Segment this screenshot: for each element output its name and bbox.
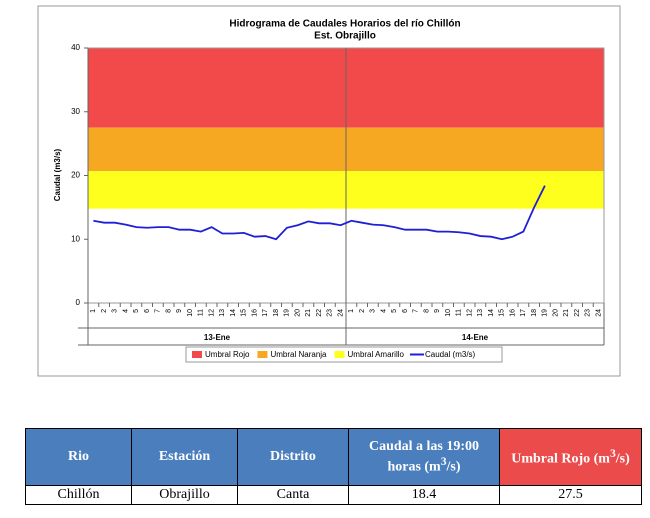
x-tick-label: 9 (176, 309, 183, 313)
header-sup: 3 (609, 446, 616, 460)
x-tick-label: 7 (413, 309, 420, 313)
header-cell: Caudal a las 19:00 horas (m3/s) (348, 428, 500, 486)
x-tick-label: 7 (155, 309, 162, 313)
x-tick-label: 24 (595, 309, 602, 317)
data-row: Chillón Obrajillo Canta 18.4 27.5 (25, 485, 642, 505)
x-tick-label: 12 (466, 309, 473, 317)
x-tick-label: 20 (294, 309, 301, 317)
data-line (93, 185, 546, 241)
header-text: /s) (615, 451, 630, 467)
chart-subtitle: Est. Obrajillo (314, 31, 376, 42)
chart-title: Hidrograma de Caudales Horarios del río … (229, 19, 460, 30)
x-tick-label: 16 (509, 309, 516, 317)
header-cell: Umbral Rojo (m3/s) (499, 428, 642, 486)
chart: Hidrograma de Caudales Horarios del río … (37, 5, 621, 377)
x-tick-label: 23 (585, 309, 592, 317)
group-label: 13-Ene (204, 333, 231, 342)
x-tick-label: 8 (165, 309, 172, 313)
x-tick-label: 10 (187, 309, 194, 317)
x-tick-label: 11 (456, 309, 463, 316)
y-tick-label: 30 (71, 107, 80, 116)
group-label: 14-Ene (462, 333, 489, 342)
y-tick-label: 40 (71, 43, 80, 52)
x-tick-label: 6 (144, 309, 151, 313)
x-tick-label: 20 (552, 309, 559, 317)
x-tick-label: 3 (112, 309, 119, 313)
header-text: Caudal a las 19:00 horas (m (368, 438, 480, 475)
header-row: Rio Estación Distrito Caudal a las 19:00… (25, 428, 642, 486)
x-tick-label: 17 (520, 309, 527, 317)
y-tick-label: 20 (71, 171, 80, 180)
cell: Chillón (25, 485, 132, 505)
legend-label: Umbral Amarillo (348, 350, 405, 359)
header-text: Umbral Rojo (m (511, 451, 610, 467)
y-axis-label: Caudal (m3/s) (53, 148, 62, 201)
x-tick-label: 9 (434, 309, 441, 313)
x-tick-label: 18 (273, 309, 280, 317)
x-tick-label: 3 (370, 309, 377, 313)
legend-swatch (334, 351, 345, 358)
x-tick-label: 22 (574, 309, 581, 317)
header-cell: Distrito (237, 428, 349, 486)
x-tick-label: 13 (477, 309, 484, 317)
x-tick-label: 18 (531, 309, 538, 317)
x-tick-label: 17 (262, 309, 269, 317)
x-tick-label: 8 (423, 309, 430, 313)
x-tick-label: 19 (284, 309, 291, 317)
cell: 18.4 (348, 485, 500, 505)
x-tick-label: 22 (316, 309, 323, 317)
x-tick-label: 16 (251, 309, 258, 317)
header-text: /s) (446, 459, 461, 475)
x-tick-label: 14 (230, 309, 237, 317)
x-tick-label: 4 (380, 309, 387, 313)
x-tick-label: 13 (219, 309, 226, 317)
header-cell: Estación (131, 428, 238, 486)
legend-swatch (192, 351, 202, 358)
header-cell: Rio (25, 428, 132, 486)
legend-label: Umbral Naranja (270, 350, 327, 359)
x-tick-label: 15 (499, 309, 506, 317)
header-text: Estación (158, 449, 211, 464)
x-tick-label: 1 (90, 309, 97, 313)
x-tick-label: 10 (445, 309, 452, 317)
cell: Canta (237, 485, 349, 505)
x-tick-label: 15 (241, 309, 248, 317)
cell: 27.5 (499, 485, 642, 505)
summary-table: Rio Estación Distrito Caudal a las 19:00… (25, 428, 642, 505)
x-tick-label: 2 (359, 309, 366, 313)
x-tick-label: 11 (198, 309, 205, 316)
x-tick-label: 5 (391, 309, 398, 313)
x-tick-label: 23 (327, 309, 334, 317)
x-tick-label: 6 (402, 309, 409, 313)
x-tick-label: 1 (348, 309, 355, 313)
x-tick-label: 14 (488, 309, 495, 317)
header-sup: 3 (440, 454, 447, 468)
legend-label: Caudal (m3/s) (425, 350, 476, 359)
x-tick-label: 2 (101, 309, 108, 313)
cell: Obrajillo (131, 485, 238, 505)
x-tick-label: 21 (305, 309, 312, 317)
x-tick-label: 24 (337, 309, 344, 317)
x-tick-label: 4 (122, 309, 129, 313)
x-tick-label: 5 (133, 309, 140, 313)
header-text: Rio (68, 449, 89, 464)
x-tick-label: 21 (563, 309, 570, 317)
x-tick-label: 19 (542, 309, 549, 317)
header-text: Distrito (270, 449, 316, 464)
legend-swatch (257, 351, 268, 358)
x-tick-label: 12 (208, 309, 215, 317)
y-tick-label: 10 (71, 234, 80, 243)
y-tick-label: 0 (76, 298, 81, 307)
legend-label: Umbral Rojo (205, 350, 250, 359)
